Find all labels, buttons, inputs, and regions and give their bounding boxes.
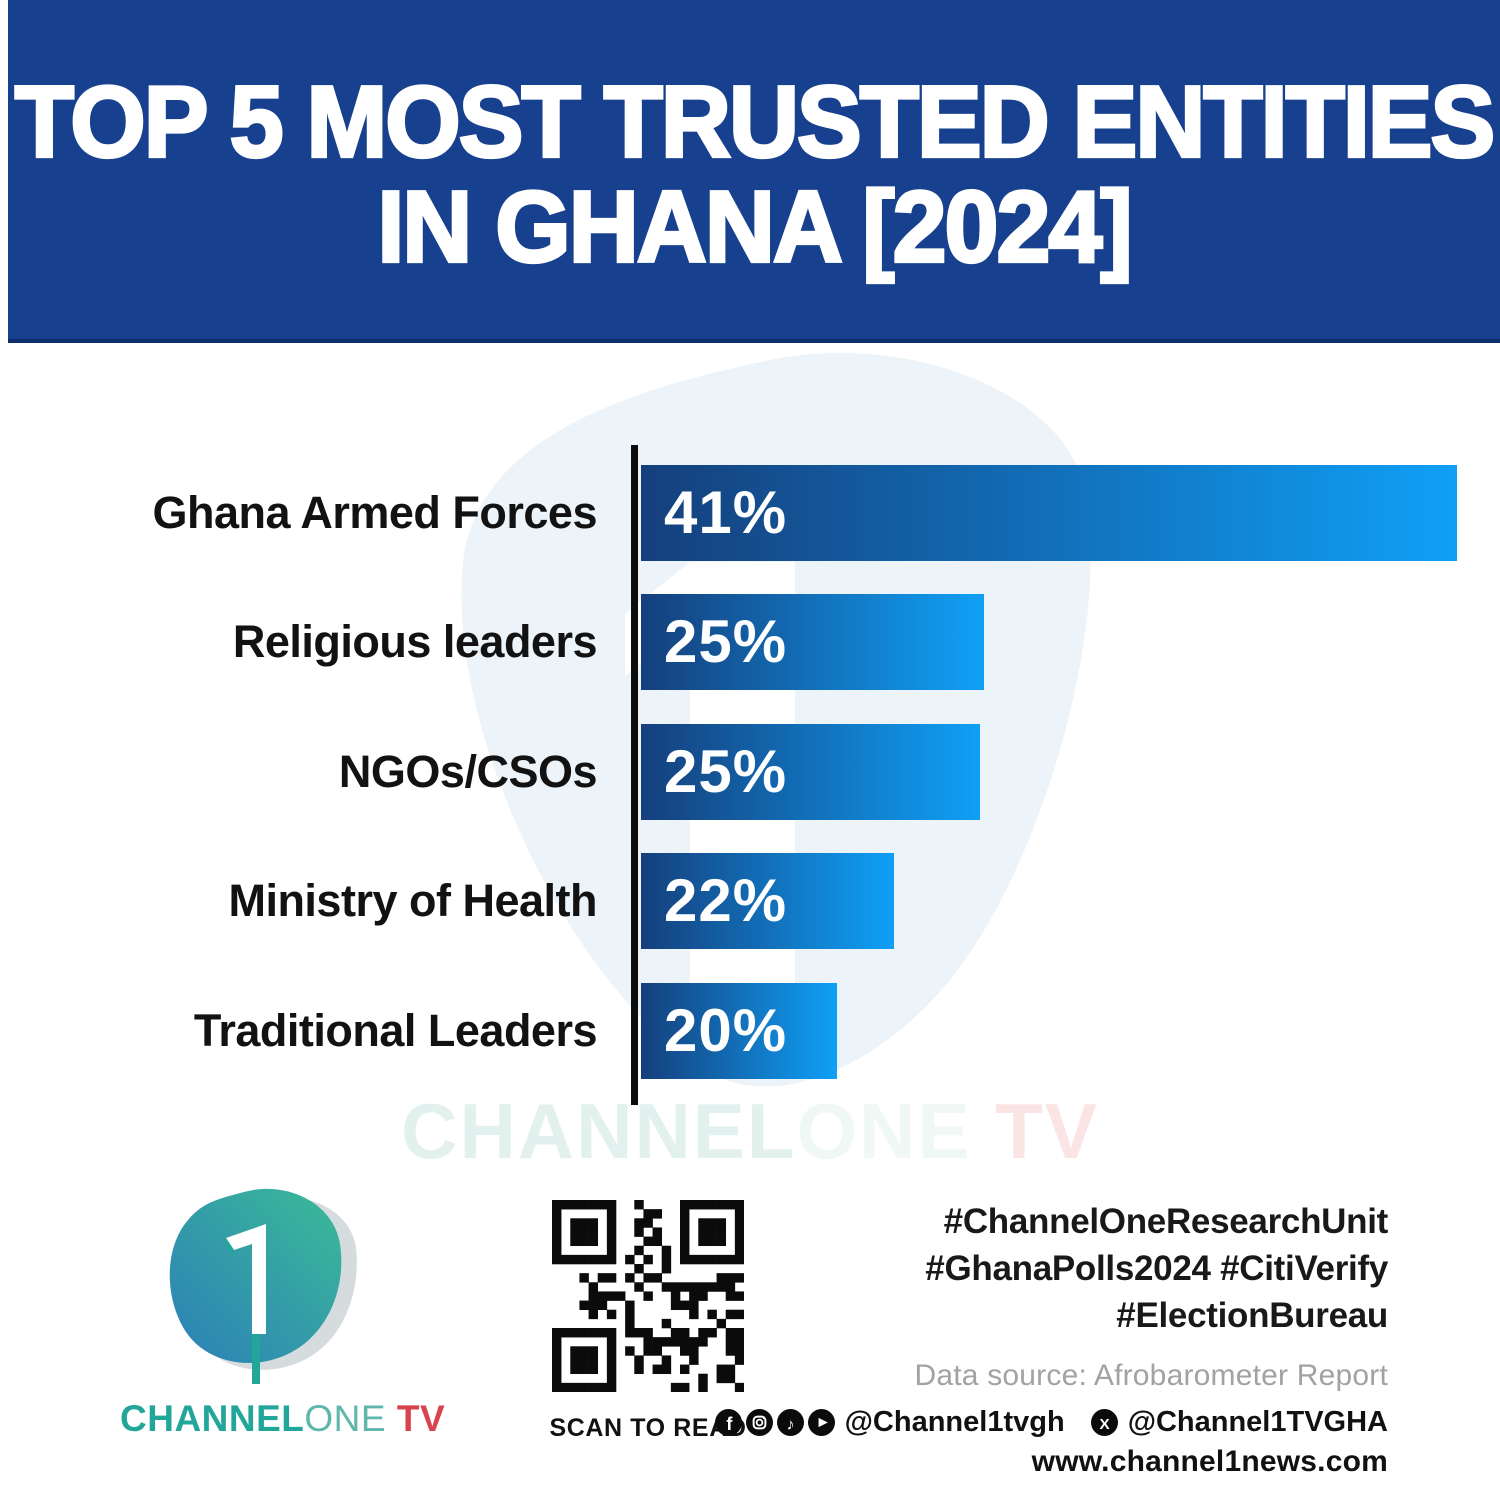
category-label: NGOs/CSOs: [338, 746, 598, 797]
chart-row: Traditional Leaders 20%: [0, 983, 1500, 1079]
hashtag-line: #GhanaPolls2024 #CitiVerify: [925, 1249, 1388, 1288]
tiktok-icon: ♪: [776, 1409, 804, 1436]
instagram-icon: [745, 1409, 773, 1436]
channel-one-tv-logo: [169, 1188, 357, 1384]
bar-value-label: 25%: [664, 738, 788, 805]
category-label: Traditional Leaders: [193, 1005, 598, 1056]
footer-right-column: #ChannelOneResearchUnit #GhanaPolls2024 …: [714, 1198, 1389, 1479]
bar-value-label: 22%: [664, 867, 788, 934]
chart-row: Ghana Armed Forces 41%: [0, 465, 1500, 561]
bar-value-label: 20%: [664, 997, 788, 1064]
qr-caption: SCAN TO READ: [549, 1414, 747, 1442]
category-label: Religious leaders: [232, 616, 598, 667]
facebook-icon: f: [714, 1409, 742, 1436]
bar-ghana-armed-forces: 41%: [641, 465, 1457, 561]
logo-word-one: ONE: [304, 1398, 387, 1439]
logo-one-glyph: [226, 1224, 266, 1334]
logo-word-channel: CHANNEL: [120, 1398, 305, 1439]
category-label: Ministry of Health: [228, 875, 597, 926]
social-handle-2: @Channel1TVGHA: [1127, 1406, 1388, 1438]
watermark-channel: CHANNEL: [401, 1087, 797, 1175]
website-url: www.channel1news.com: [1031, 1445, 1388, 1478]
x-icon: X: [1090, 1409, 1118, 1436]
social-row: f ♪ @Channel1tvgh X @Channel1TVGHA: [714, 1406, 1388, 1439]
youtube-icon: [807, 1409, 835, 1436]
channel-one-watermark: CHANNELONE TV: [0, 1086, 1500, 1177]
chart-row: Religious leaders 25%: [0, 594, 1500, 690]
title-line-1: TOP 5 MOST TRUSTED ENTITIES: [13, 64, 1497, 179]
bar-value-label: 25%: [664, 608, 788, 675]
logo-wordmark: CHANNELONE TV: [120, 1398, 445, 1440]
bar-ngos-csos: 25%: [641, 724, 980, 820]
watermark-tv: TV: [971, 1087, 1099, 1175]
svg-text:♪: ♪: [786, 1415, 794, 1433]
category-label: Ghana Armed Forces: [152, 487, 598, 538]
svg-text:f: f: [726, 1413, 733, 1434]
social-handle-1: @Channel1tvgh: [844, 1406, 1065, 1438]
hashtag-line: #ChannelOneResearchUnit: [943, 1202, 1389, 1241]
logo-word-tv: TV: [386, 1398, 446, 1439]
header-banner: TOP 5 MOST TRUSTED ENTITIES IN GHANA [20…: [8, 0, 1500, 343]
hashtag-line: #ElectionBureau: [1116, 1296, 1388, 1335]
svg-text:X: X: [1099, 1416, 1109, 1433]
data-source: Data source: Afrobarometer Report: [914, 1359, 1388, 1392]
bar-religious-leaders: 25%: [641, 594, 984, 690]
bar-value-label: 41%: [664, 479, 788, 546]
x-icon-wrap: X: [1090, 1409, 1118, 1436]
chart-row: Ministry of Health 22%: [0, 853, 1500, 949]
bar-chart: Ghana Armed Forces 41% Religious leaders…: [0, 445, 1500, 1105]
title-line-2: IN GHANA [2024]: [376, 169, 1135, 284]
chart-axis-line: [631, 445, 638, 1105]
watermark-one: ONE: [796, 1087, 972, 1175]
social-icons: f ♪: [714, 1409, 835, 1436]
qr-code: [552, 1200, 745, 1393]
page-title: TOP 5 MOST TRUSTED ENTITIES IN GHANA [20…: [8, 64, 1500, 284]
bar-ministry-of-health: 22%: [641, 853, 894, 949]
chart-row: NGOs/CSOs 25%: [0, 724, 1500, 820]
bar-traditional-leaders: 20%: [641, 983, 837, 1079]
